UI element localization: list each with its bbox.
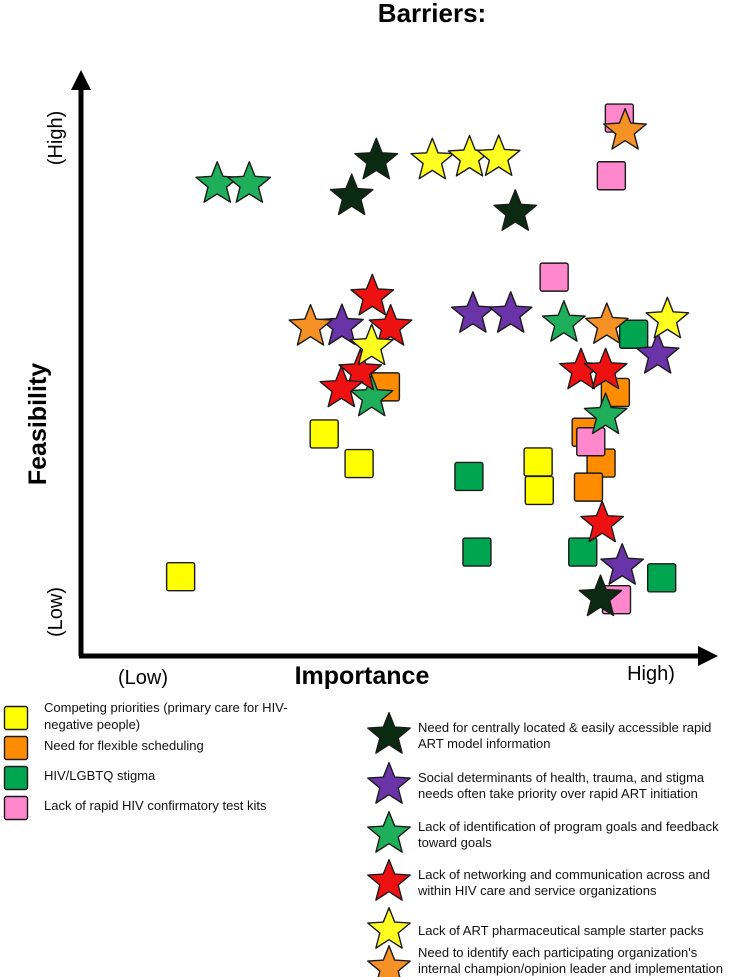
- y-tick-high: (High): [45, 111, 67, 165]
- legend-star-2: [367, 811, 411, 853]
- legend-star-4: [367, 907, 411, 949]
- point-star-s8-0: [410, 137, 455, 180]
- point-star-s6-2: [541, 300, 586, 342]
- point-square-s3-3: [576, 427, 606, 457]
- point-star-s5-1: [451, 291, 495, 333]
- legend-text-square-2-0: HIV/LGBTQ stigma: [44, 768, 156, 783]
- legend-text-star-0-0: Need for centrally located & easily acce…: [418, 720, 711, 735]
- point-star-s5-2: [488, 291, 533, 333]
- point-square-s2-0: [454, 461, 484, 492]
- legend-text-star-3-1: within HIV care and service organization…: [417, 883, 657, 898]
- point-star-s7-3: [319, 365, 364, 408]
- legend-star-3: [367, 859, 411, 901]
- y-tick-low: (Low): [45, 587, 67, 637]
- legend-square-0: [3, 705, 29, 731]
- point-square-s0-0: [165, 562, 196, 592]
- point-square-s2-4: [646, 563, 677, 593]
- legend-text-square-1-0: Need for flexible scheduling: [44, 738, 204, 753]
- point-star-s6-1: [227, 161, 272, 203]
- legend-text-star-4-0: Lack of ART pharmaceutical sample starte…: [418, 923, 704, 938]
- legend-square-3: [3, 795, 29, 821]
- point-star-s8-4: [349, 323, 394, 366]
- legend-text-star-5-0: Need to identify each participating orga…: [418, 945, 698, 960]
- point-square-s0-2: [344, 448, 374, 479]
- legend-text-star-1-0: Social determinants of health, trauma, a…: [418, 770, 705, 785]
- legend-square-2: [3, 765, 29, 791]
- chart-title: Barriers:: [378, 0, 486, 28]
- point-square-s3-2: [539, 262, 569, 292]
- legend-text-star-1-1: needs often take priority over rapid ART…: [418, 786, 698, 801]
- point-star-s4-0: [354, 137, 399, 180]
- legend-text-square-0-1: negative people): [44, 717, 140, 732]
- legend-square-1: [3, 735, 29, 761]
- point-square-s0-4: [524, 475, 554, 506]
- point-square-s2-3: [618, 319, 649, 349]
- point-star-s5-4: [600, 543, 645, 585]
- point-star-s9-1: [288, 303, 333, 346]
- legend: Competing priorities (primary care for H…: [3, 700, 723, 977]
- point-star-s7-5: [583, 347, 628, 390]
- point-star-s4-1: [329, 173, 374, 216]
- point-star-s4-2: [493, 189, 538, 231]
- point-star-s9-2: [584, 302, 629, 344]
- point-star-s6-0: [195, 161, 240, 203]
- point-square-s0-3: [523, 447, 553, 477]
- point-star-s4-3: [578, 574, 623, 617]
- point-star-s9-0: [603, 107, 647, 150]
- y-axis-label: Feasibility: [24, 363, 52, 485]
- point-star-s6-4: [583, 392, 628, 435]
- x-tick-high: High): [627, 663, 675, 685]
- x-tick-low: (Low): [118, 667, 168, 689]
- legend-text-square-0-0: Competing priorities (primary care for H…: [44, 700, 287, 715]
- point-star-s8-2: [476, 134, 521, 177]
- point-star-s7-0: [350, 273, 395, 316]
- point-star-s5-3: [635, 331, 680, 374]
- axes: [71, 70, 718, 666]
- point-star-s7-1: [368, 303, 413, 346]
- point-star-s6-3: [349, 374, 394, 417]
- legend-text-star-0-1: ART model information: [418, 736, 550, 751]
- data-points: [165, 103, 690, 617]
- legend-text-star-2-0: Lack of identification of program goals …: [418, 819, 719, 834]
- point-square-s2-1: [462, 537, 492, 567]
- point-square-s1-3: [573, 472, 604, 502]
- legend-star-0: [367, 712, 411, 754]
- point-square-s2-2: [568, 537, 598, 567]
- legend-text-star-2-1: toward goals: [418, 835, 492, 850]
- legend-text-square-3-0: Lack of rapid HIV confirmatory test kits: [44, 798, 267, 813]
- point-star-s8-3: [645, 296, 690, 339]
- legend-text-star-5-1: internal champion/opinion leader and imp…: [418, 961, 723, 976]
- legend-star-5: [367, 945, 411, 977]
- point-square-s0-1: [309, 419, 339, 449]
- x-axis-label: Importance: [295, 662, 430, 690]
- point-square-s3-1: [596, 161, 627, 191]
- legend-star-1: [367, 762, 411, 804]
- point-star-s7-6: [580, 500, 625, 543]
- legend-text-star-3-0: Lack of networking and communication acr…: [418, 867, 710, 882]
